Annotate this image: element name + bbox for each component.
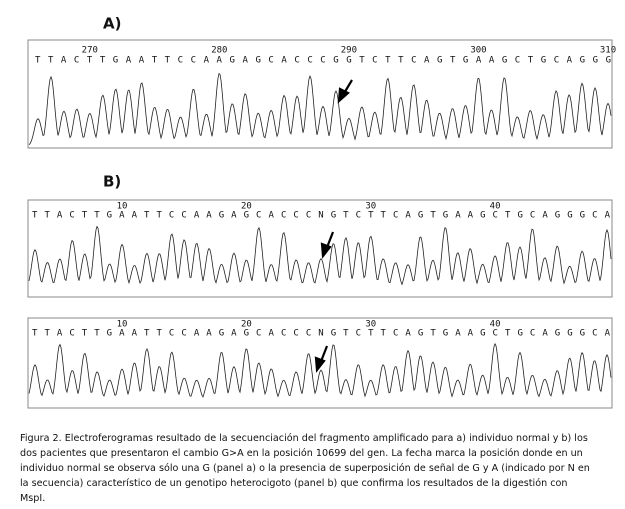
position-label: 30: [365, 320, 376, 330]
position-label: 40: [490, 202, 501, 212]
position-label: 310: [600, 46, 616, 56]
position-label: 30: [365, 202, 376, 212]
position-label: 280: [211, 46, 227, 56]
position-label: 290: [341, 46, 357, 56]
position-label: 20: [241, 202, 252, 212]
caption-line: MspI.: [20, 493, 45, 504]
panel-frame: [27, 317, 613, 409]
trace: [28, 225, 612, 286]
position-label: 300: [470, 46, 486, 56]
position-label: 10: [117, 202, 128, 212]
position-label: 10: [117, 320, 128, 330]
panel-label: A): [103, 15, 121, 33]
caption-line: Figura 2. Electroferogramas resultado de…: [20, 432, 588, 444]
caption: Figura 2. Electroferogramas resultado de…: [20, 432, 590, 504]
sequence: TTACTTGAATTCCAAGAGCACCCNGTCTTCAGTGAAGCTG…: [32, 329, 611, 339]
caption-line: individuo normal se observa sólo una G (…: [20, 462, 590, 474]
position-label: 270: [82, 46, 98, 56]
panel-frame: [27, 39, 613, 149]
panel-frame: [27, 199, 613, 298]
arrows: [314, 79, 353, 373]
position-label: 20: [241, 320, 252, 330]
trace: [28, 72, 612, 145]
sequence: TTACTTGAATTCCAAGAGCACCCGGTCTTCAGTGAAGCTG…: [35, 56, 611, 66]
sequence: TTACTTGAATTCCAAGAGCACCCNGTCTTCAGTGAAGCTG…: [32, 211, 611, 221]
caption-line: la secuencia) característico de un genot…: [20, 477, 567, 489]
panel-label: B): [103, 173, 121, 191]
traces: TTACTTGAATTCCAAGAGCACCCGGTCTTCAGTGAAGCTG…: [28, 46, 616, 398]
caption-line: dos pacientes que presentaron el cambio …: [20, 447, 583, 459]
trace: [28, 342, 612, 398]
position-label: 40: [490, 320, 501, 330]
